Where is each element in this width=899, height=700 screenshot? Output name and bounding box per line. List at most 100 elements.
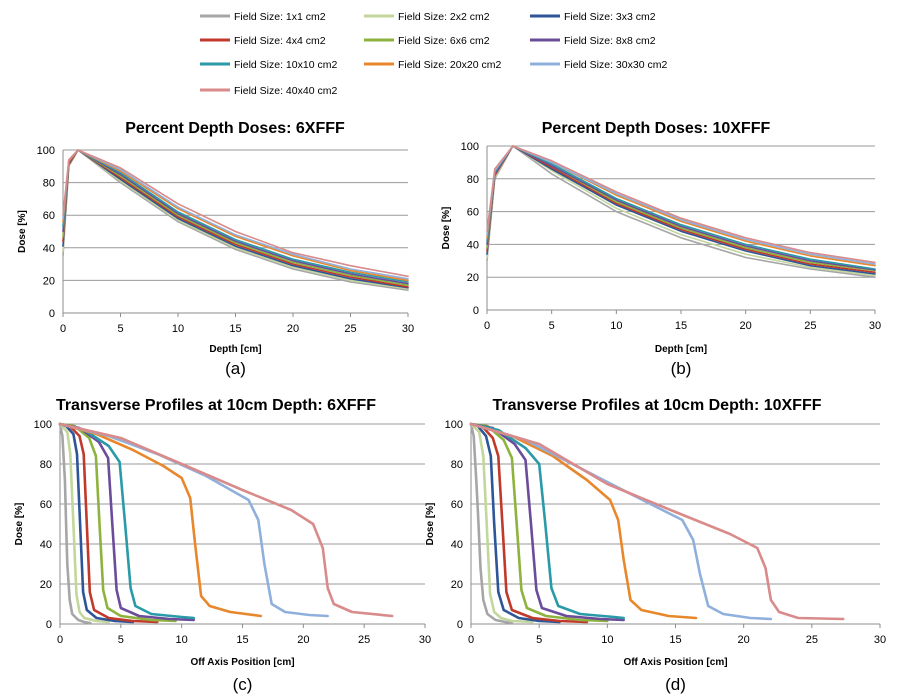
- x-tick-label: 10: [601, 634, 613, 646]
- y-tick-label: 80: [451, 459, 463, 471]
- chart-title: Percent Depth Doses: 10XFFF: [542, 120, 771, 137]
- x-tick-label: 10: [610, 320, 622, 332]
- y-tick-label: 40: [451, 539, 463, 551]
- x-tick-label: 0: [60, 323, 66, 335]
- y-tick-label: 40: [40, 539, 52, 551]
- series-line: [58, 422, 196, 622]
- x-tick-label: 15: [236, 634, 248, 646]
- chart-panel-a: Percent Depth Doses: 6XFFF 0 20 40 60 80 100 0 5…: [17, 120, 414, 378]
- series-line: [58, 422, 394, 618]
- legend-entry: Field Size: 1x1 cm2: [200, 11, 326, 23]
- legend-label: Field Size: 4x4 cm2: [234, 35, 326, 47]
- legend-label: Field Size: 10x10 cm2: [234, 59, 337, 71]
- series-line: [58, 422, 196, 620]
- series-line: [469, 422, 534, 624]
- series-line: [58, 422, 263, 618]
- y-tick-label: 40: [43, 243, 55, 255]
- y-tick-label: 20: [43, 275, 55, 287]
- legend-entry: Field Size: 2x2 cm2: [364, 11, 490, 23]
- y-tick-label: 0: [49, 308, 55, 320]
- panel-label: (a): [225, 359, 246, 378]
- y-tick-label: 20: [40, 579, 52, 591]
- panel-label: (d): [665, 675, 686, 694]
- y-tick-label: 20: [467, 272, 479, 284]
- chart-title: Percent Depth Doses: 6XFFF: [125, 120, 345, 137]
- series-line: [486, 145, 876, 264]
- x-tick-label: 20: [740, 320, 752, 332]
- chart-panel-b: Percent Depth Doses: 10XFFF 0 20 40 60 80 100 0…: [441, 120, 881, 378]
- chart-title: Transverse Profiles at 10cm Depth: 6XFFF: [56, 397, 376, 414]
- x-axis-label: Off Axis Position [cm]: [190, 657, 294, 668]
- legend-label: Field Size: 6x6 cm2: [398, 35, 490, 47]
- series-line: [469, 422, 845, 621]
- y-tick-label: 0: [457, 619, 463, 631]
- y-tick-label: 100: [37, 145, 55, 157]
- x-tick-label: 15: [669, 634, 681, 646]
- series-line: [58, 422, 92, 625]
- y-tick-label: 60: [467, 207, 479, 219]
- x-tick-label: 15: [229, 323, 241, 335]
- y-tick-label: 80: [40, 459, 52, 471]
- series-line: [62, 149, 409, 278]
- y-tick-label: 80: [467, 174, 479, 186]
- x-tick-label: 25: [344, 323, 356, 335]
- y-tick-label: 40: [467, 239, 479, 251]
- y-tick-label: 100: [34, 419, 52, 431]
- x-tick-label: 5: [117, 323, 123, 335]
- legend-entry: Field Size: 6x6 cm2: [364, 35, 490, 47]
- x-tick-label: 30: [402, 323, 414, 335]
- legend-label: Field Size: 3x3 cm2: [564, 11, 656, 23]
- legend-entry: Field Size: 10x10 cm2: [200, 59, 337, 71]
- y-axis-label: Dose [%]: [425, 503, 436, 546]
- legend-entry: Field Size: 40x40 cm2: [200, 85, 337, 97]
- series-line: [62, 149, 409, 283]
- y-axis-label: Dose [%]: [14, 503, 25, 546]
- y-tick-label: 60: [40, 499, 52, 511]
- y-tick-label: 20: [451, 579, 463, 591]
- legend-entry: Field Size: 30x30 cm2: [530, 59, 667, 71]
- x-axis-label: Depth [cm]: [655, 344, 707, 355]
- x-axis-label: Off Axis Position [cm]: [623, 657, 727, 668]
- series-line: [469, 422, 625, 622]
- x-tick-label: 25: [804, 320, 816, 332]
- legend-label: Field Size: 30x30 cm2: [564, 59, 667, 71]
- x-tick-label: 15: [675, 320, 687, 332]
- legend-label: Field Size: 40x40 cm2: [234, 85, 337, 97]
- series-line: [58, 422, 110, 624]
- legend-entry: Field Size: 3x3 cm2: [530, 11, 656, 23]
- x-tick-label: 0: [484, 320, 490, 332]
- x-tick-label: 20: [297, 634, 309, 646]
- x-tick-label: 30: [874, 634, 886, 646]
- x-tick-label: 25: [358, 634, 370, 646]
- x-axis-label: Depth [cm]: [209, 344, 261, 355]
- y-tick-label: 0: [46, 619, 52, 631]
- x-tick-label: 30: [419, 634, 431, 646]
- series-line: [469, 422, 514, 625]
- x-tick-label: 5: [549, 320, 555, 332]
- x-tick-label: 0: [468, 634, 474, 646]
- panel-label: (b): [671, 359, 692, 378]
- y-tick-label: 80: [43, 178, 55, 190]
- series-line: [469, 422, 561, 624]
- chart-panel-d: Transverse Profiles at 10cm Depth: 10XFF…: [425, 397, 886, 694]
- series-line: [469, 422, 589, 624]
- series-line: [58, 422, 159, 624]
- chart-title: Transverse Profiles at 10cm Depth: 10XFF…: [492, 397, 821, 414]
- y-tick-label: 100: [461, 141, 479, 153]
- y-tick-label: 100: [445, 419, 463, 431]
- legend: Field Size: 1x1 cm2 Field Size: 2x2 cm2 Fi…: [200, 11, 667, 97]
- series-line: [58, 422, 177, 623]
- y-tick-label: 60: [451, 499, 463, 511]
- x-tick-label: 25: [806, 634, 818, 646]
- series-line: [469, 422, 625, 620]
- legend-entry: Field Size: 4x4 cm2: [200, 35, 326, 47]
- y-axis-label: Dose [%]: [17, 210, 28, 253]
- y-tick-label: 60: [43, 210, 55, 222]
- series-line: [469, 422, 609, 623]
- legend-label: Field Size: 2x2 cm2: [398, 11, 490, 23]
- x-tick-label: 5: [536, 634, 542, 646]
- chart-panel-c: Transverse Profiles at 10cm Depth: 6XFFF…: [14, 397, 431, 694]
